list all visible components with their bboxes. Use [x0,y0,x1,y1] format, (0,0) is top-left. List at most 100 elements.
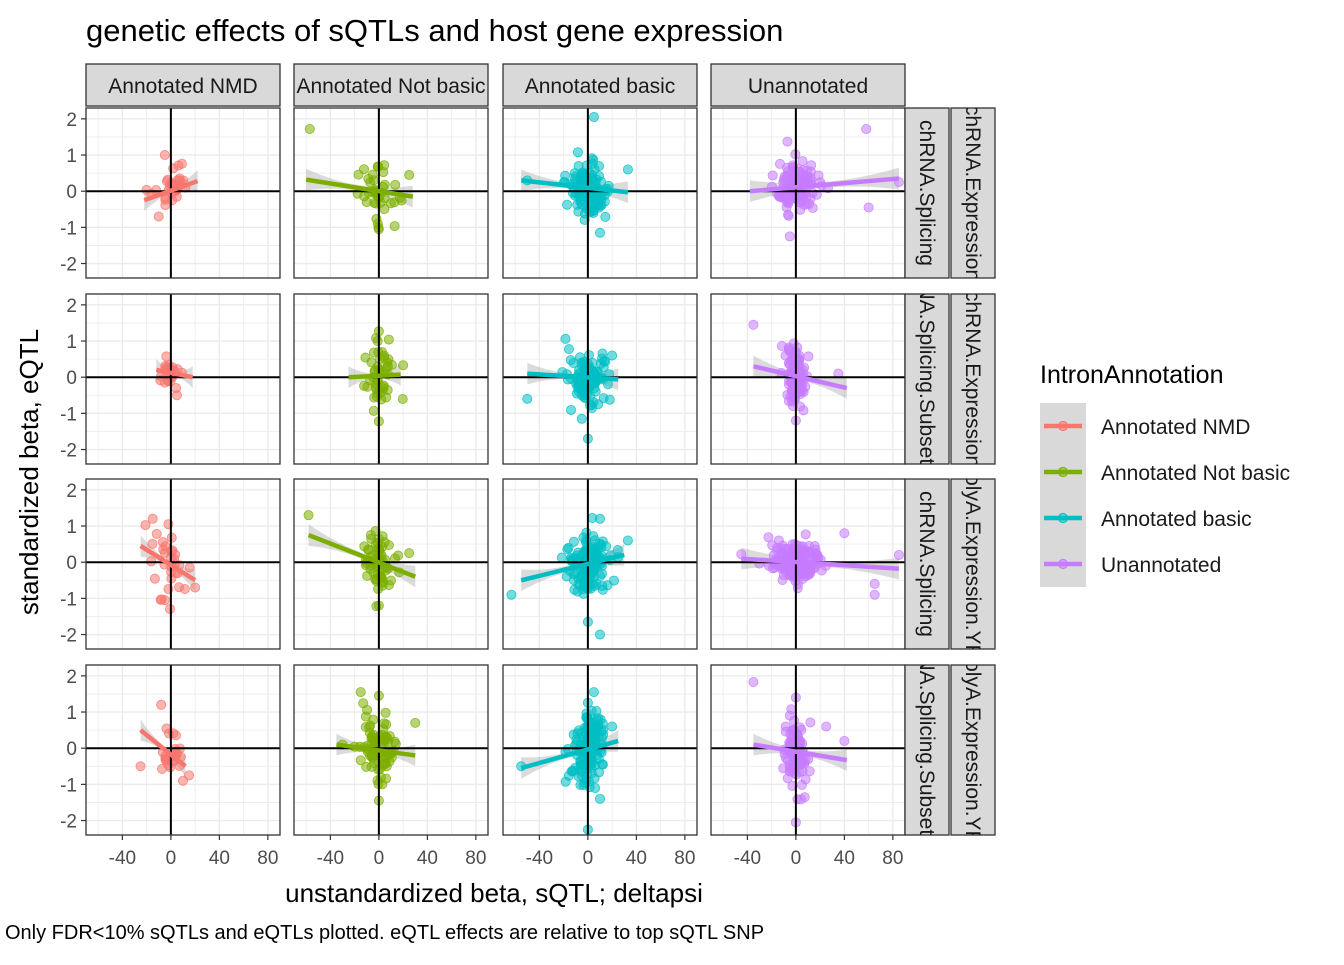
strip-background [904,107,950,279]
data-point [161,723,172,734]
data-point [572,199,583,210]
facet-panel [293,107,489,279]
column-strip-label: Annotated Not basic [296,75,485,98]
trend-line [139,728,187,769]
axes: -2 -1 0 1 2 -2 -1 0 1 2 -2 -1 0 1 2 -2 -1 0 1 2 -40 0 40 80 -40 0… [60,110,903,869]
data-point [780,350,791,361]
data-point [563,344,574,355]
data-point [782,773,793,784]
strip-background [904,293,950,465]
data-point [380,759,391,770]
y-tick-label: 1 [66,332,77,353]
x-tick-label: 0 [374,848,385,869]
x-tick-label: 40 [209,848,230,869]
row-strip: chRNA.Splicing [904,478,950,650]
row-strip-text: chRNA.Splicing [915,491,938,637]
panel-marks [711,108,905,278]
x-tick-label: 40 [417,848,438,869]
trend-line [752,364,848,391]
data-point [622,164,633,175]
legend-title: IntronAnnotation [1040,361,1223,389]
legend-key-point [1057,420,1069,432]
data-point [789,715,800,726]
data-point [595,513,606,524]
y-tick-label: 0 [66,368,77,389]
facet-panel [502,107,698,279]
data-point [160,200,171,211]
strip-background [502,63,698,107]
data-point [176,158,187,169]
data-point [593,753,604,764]
x-tick-label: -40 [526,848,553,869]
data-point [560,333,571,344]
data-point [786,704,797,715]
x-tick-label: 80 [882,848,903,869]
trend-line [139,544,197,583]
data-point [595,629,606,640]
data-point [565,355,576,366]
data-point [797,156,808,167]
data-point [359,191,370,202]
data-point [355,755,366,766]
data-point [170,730,181,741]
data-point [784,231,795,242]
data-point [763,532,774,543]
data-point [777,574,788,585]
y-tick-label: -2 [60,441,77,462]
data-point [600,211,611,222]
data-point [782,136,793,147]
x-tick-label: 40 [834,848,855,869]
data-point [382,736,393,747]
trend-line [155,367,194,380]
data-point [141,184,152,195]
column-strip-label: Annotated basic [525,75,676,98]
row-strip-text: polyA.Expression.YRI [961,462,984,665]
legend-key-point [1057,558,1069,570]
data-point [382,361,393,372]
data-point [783,196,794,207]
panel-marks [711,479,905,649]
row-strip-label: polyA.Expression.YRI [961,648,984,851]
panel-marks [86,294,280,464]
x-tick-label: -40 [734,848,761,869]
panel-border [85,107,281,279]
data-point [393,550,404,561]
row-strip-label: chRNA.Splicing.Subset_YRI [915,247,938,511]
data-point [381,392,392,403]
x-tick-label: 40 [626,848,647,869]
y-tick-label: 0 [66,739,77,760]
data-point [359,164,370,175]
data-point [371,735,382,746]
legend-item: Annotated Not basic [1040,449,1290,495]
row-strip-label: polyA.Expression.YRI [961,462,984,665]
panel-border [502,478,698,650]
data-point [147,538,158,549]
data-point [410,717,421,728]
y-tick-label: -2 [60,812,77,833]
data-point [153,211,164,222]
y-tick-label: 2 [66,667,77,688]
facet-panel [710,293,906,465]
panel-marks [503,294,697,464]
data-point [167,545,178,556]
data-point [303,510,314,521]
data-point [607,350,618,361]
data-point [893,549,904,560]
data-point [174,582,185,593]
facet-panel [85,107,281,279]
data-point [575,756,586,767]
row-strip-label: chRNA.Expression [961,105,984,281]
legend-item-label: Unannotated [1101,554,1221,577]
data-point [574,382,585,393]
data-point [595,793,606,804]
panel-marks [294,479,488,649]
strip-background [293,63,489,107]
data-point [797,385,808,396]
data-point [383,334,394,345]
panel-marks [294,294,488,464]
data-point [800,529,811,540]
column-strip-label: Annotated NMD [108,75,257,98]
y-tick-label: 0 [66,182,77,203]
data-point [805,717,816,728]
column-strip: Annotated Not basic [293,63,489,107]
